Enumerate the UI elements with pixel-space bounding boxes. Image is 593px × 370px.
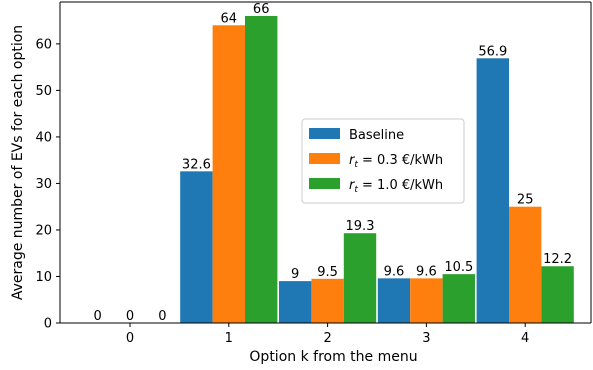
bar-label-s2-c0: 0 <box>158 309 166 324</box>
bar-label-s1-c1: 64 <box>221 11 238 26</box>
x-tick-label-1: 1 <box>225 331 233 346</box>
y-tick-label-20: 20 <box>35 223 52 238</box>
x-ticks-group: 0 1 2 3 4 <box>126 323 529 346</box>
legend-swatch-1 <box>309 153 340 164</box>
bar-s2-c3 <box>442 274 475 323</box>
bar-s1-c4 <box>509 206 542 323</box>
bar-label-s2-c1: 66 <box>253 2 270 17</box>
bar-label-s2-c4: 12.2 <box>543 252 572 267</box>
x-tick-label-0: 0 <box>126 331 134 346</box>
bar-label-s2-c3: 10.5 <box>444 260 473 275</box>
bar-label-s0-c3: 9.6 <box>384 264 405 279</box>
bar-s2-c1 <box>245 15 278 324</box>
legend-box <box>301 118 465 204</box>
y-tick-label-10: 10 <box>35 270 52 285</box>
y-tick-label-50: 50 <box>35 84 52 99</box>
bar-labels-group: 0 32.6 9 9.6 56.9 0 64 9.5 9.6 25 0 66 19.3 10.5 12.2 <box>93 2 572 324</box>
legend-label-0: Baseline <box>349 128 404 143</box>
bar-label-s1-c3: 9.6 <box>416 264 437 279</box>
bar-label-s2-c2: 19.3 <box>346 219 375 234</box>
bar-label-s0-c1: 32.6 <box>182 157 211 172</box>
bar-label-s0-c0: 0 <box>93 309 101 324</box>
bar-s0-c4 <box>476 58 509 323</box>
axes-group <box>59 1 592 324</box>
bars-group <box>180 15 574 324</box>
y-tick-label-40: 40 <box>35 130 52 145</box>
bar-s2-c4 <box>541 266 574 323</box>
y-ticks-group: 0 10 20 30 40 50 60 <box>35 37 60 332</box>
x-tick-label-4: 4 <box>521 331 529 346</box>
bar-s0-c2 <box>279 281 312 323</box>
bar-s1-c1 <box>212 25 245 324</box>
y-tick-label-0: 0 <box>44 317 52 332</box>
y-tick-label-60: 60 <box>35 37 52 52</box>
legend-label-1: rt = 0.3 €/kWh <box>349 153 443 170</box>
bar-s2-c2 <box>343 233 377 323</box>
legend-swatch-2 <box>309 178 340 189</box>
y-tick-label-30: 30 <box>35 177 52 192</box>
bar-label-s1-c2: 9.5 <box>317 265 338 280</box>
bar-label-s1-c4: 25 <box>517 193 534 208</box>
x-tick-label-2: 2 <box>323 331 331 346</box>
bar-s0-c1 <box>180 171 213 323</box>
bar-s0-c3 <box>377 278 411 323</box>
y-axis-label: Average number of EVs for each option <box>10 25 26 300</box>
bar-label-s0-c4: 56.9 <box>478 44 507 59</box>
bar-s1-c2 <box>311 278 344 323</box>
x-tick-label-3: 3 <box>422 331 430 346</box>
bar-label-s1-c0: 0 <box>126 309 134 324</box>
bar-label-s0-c2: 9 <box>291 267 299 282</box>
legend-label-2: rt = 1.0 €/kWh <box>349 178 443 195</box>
bar-s1-c3 <box>410 278 443 323</box>
legend: Baseline rt = 0.3 €/kWh rt = 1.0 €/kWh <box>301 118 465 204</box>
x-axis-label: Option k from the menu <box>249 349 417 365</box>
legend-swatch-0 <box>309 128 340 139</box>
